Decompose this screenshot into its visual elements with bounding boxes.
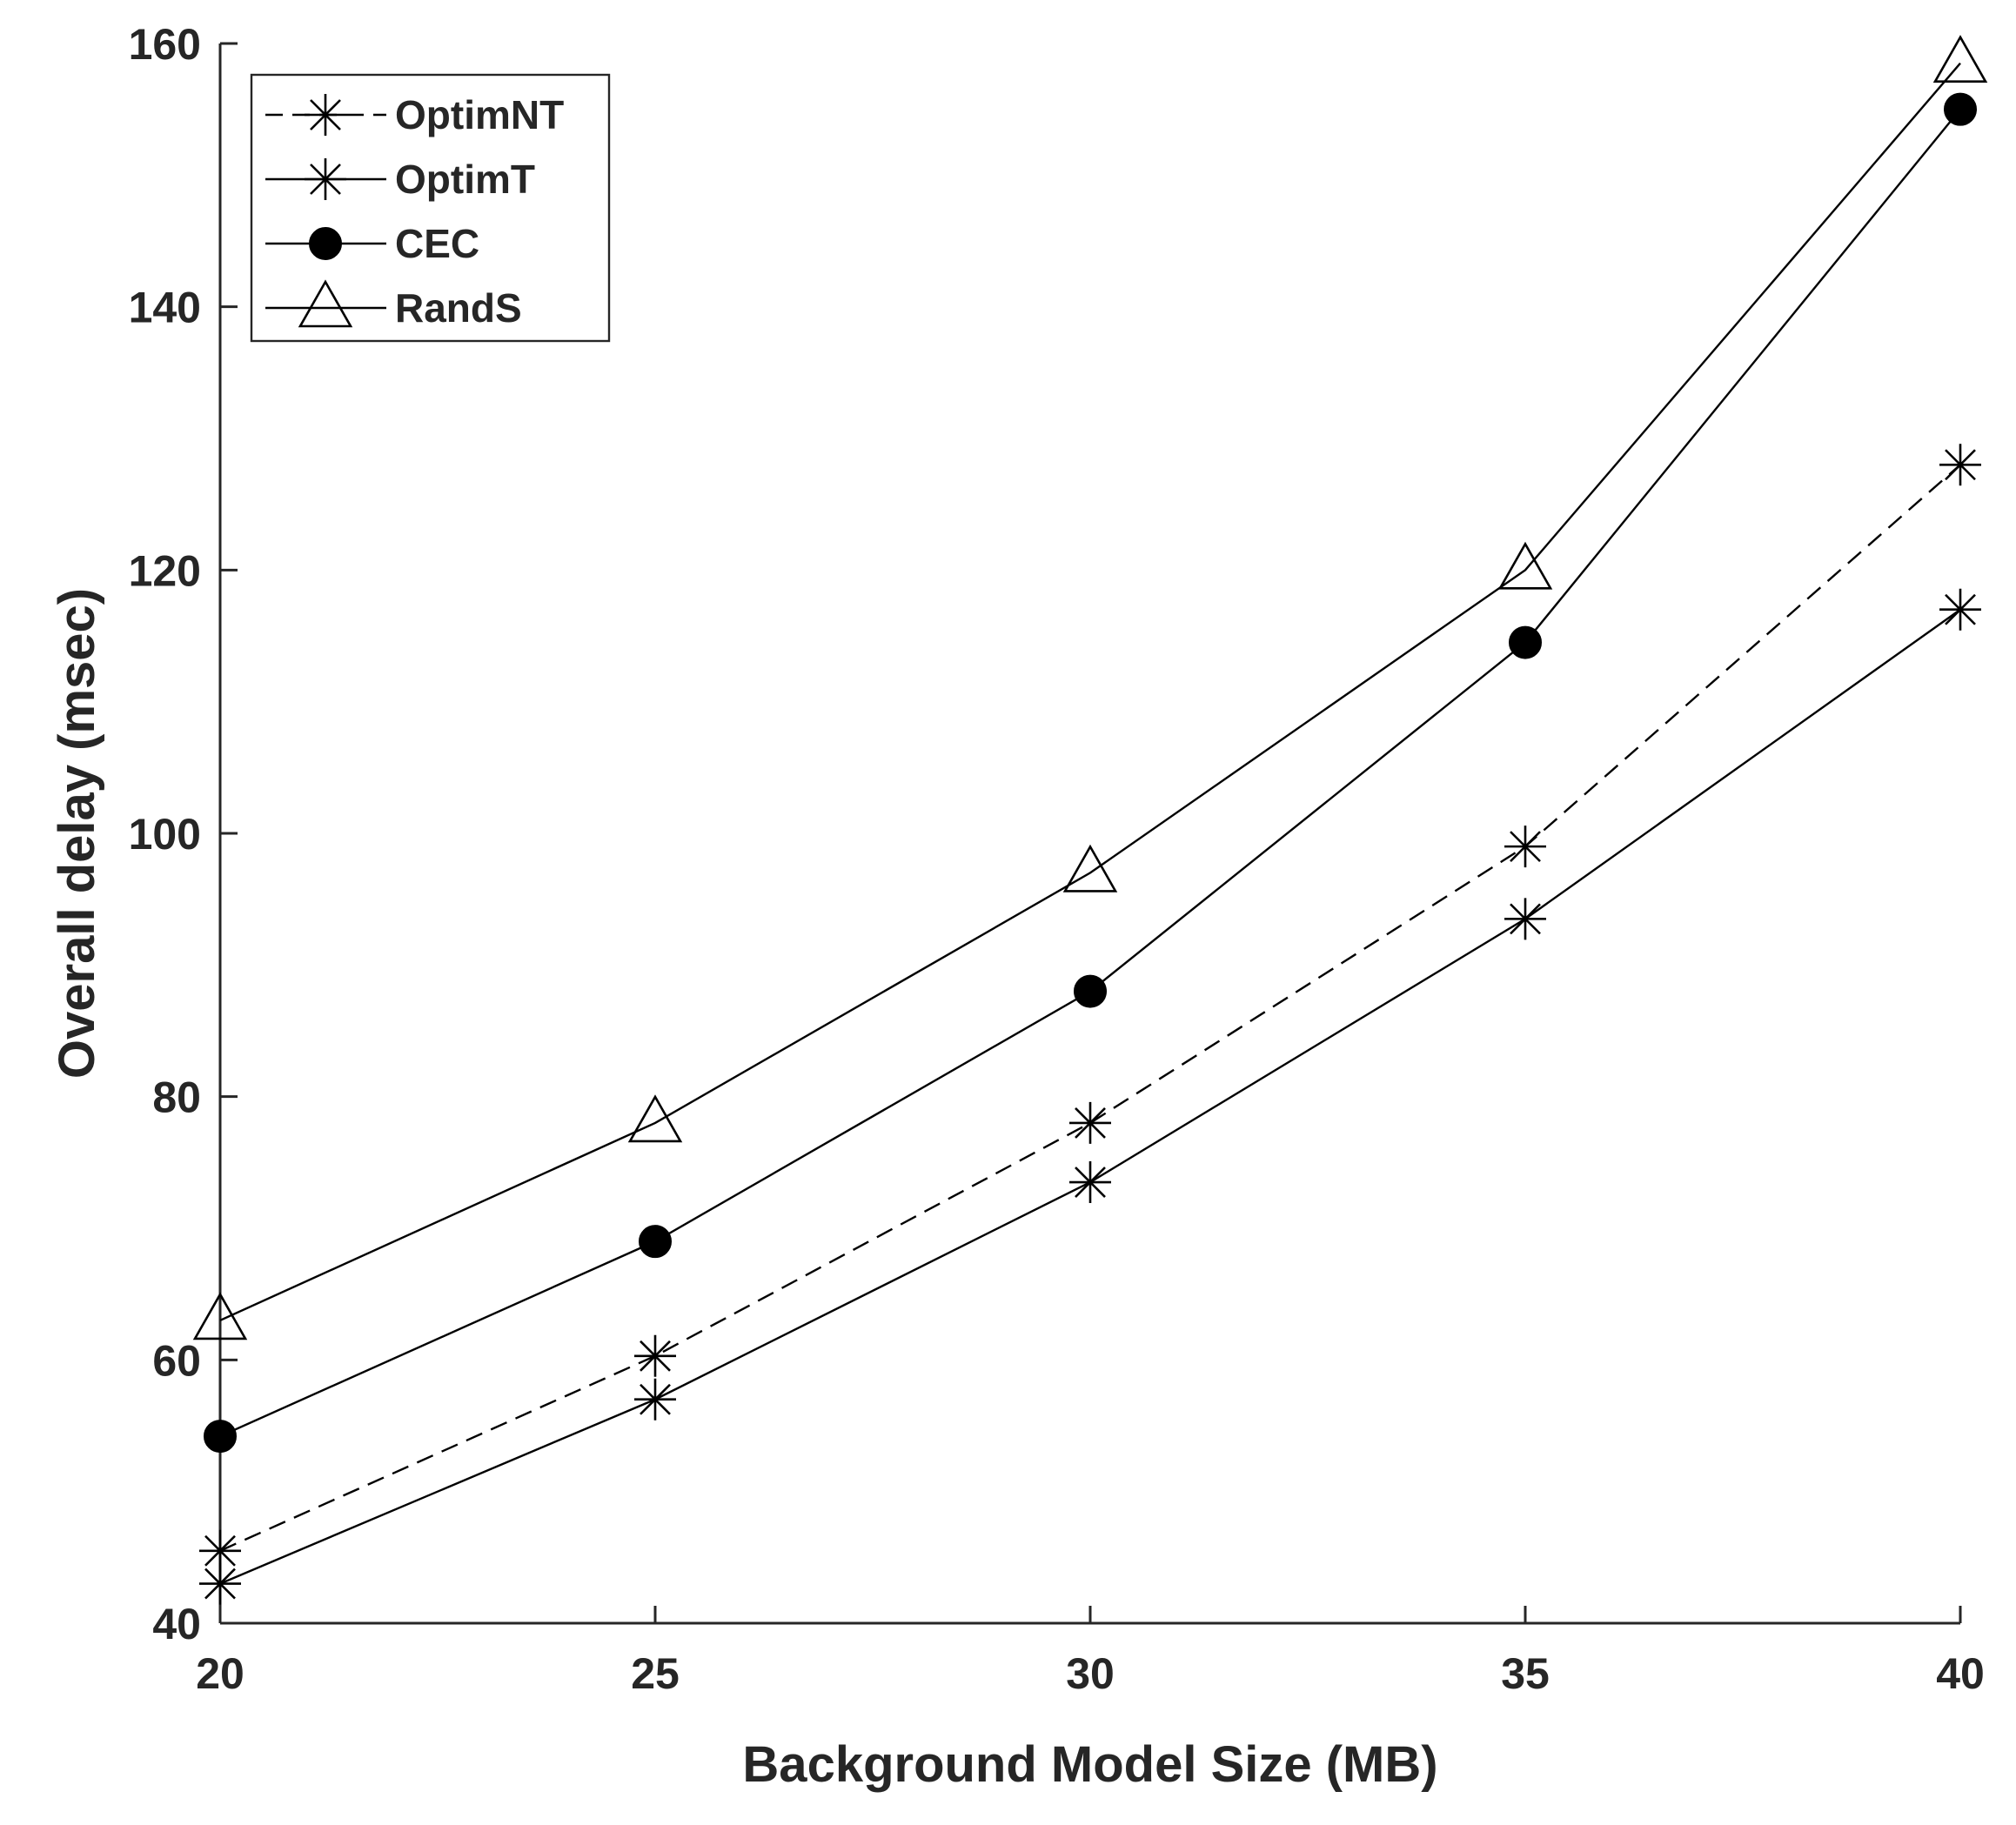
y-tick-label: 80 [152, 1073, 201, 1122]
data-point-rands [1497, 541, 1553, 590]
y-tick-label: 140 [129, 284, 201, 332]
y-tick-label: 160 [129, 20, 201, 69]
y-axis-label: Overall delay (msec) [49, 588, 105, 1079]
legend-item-optimt: OptimT [265, 157, 535, 202]
data-point-optimnt [1939, 444, 1981, 486]
legend-marker-optimnt [305, 94, 346, 136]
data-point-cec [1509, 625, 1542, 659]
series-optimnt [199, 444, 1981, 1572]
y-tick-label: 120 [129, 546, 201, 595]
data-point-cec [639, 1225, 672, 1259]
data-point-rands [192, 1292, 248, 1340]
legend-marker-cec [309, 227, 342, 260]
legend-item-cec: CEC [265, 221, 479, 266]
legend-label: OptimT [395, 157, 535, 202]
data-point-cec [1074, 974, 1107, 1008]
legend-label: RandS [395, 285, 522, 331]
data-point-rands [1932, 35, 1988, 83]
legend-marker-optimt [305, 158, 346, 200]
x-tick-label: 25 [631, 1649, 680, 1698]
series-line-optimt [219, 608, 1961, 1585]
data-point-optimnt [634, 1334, 676, 1377]
data-point-rands [1062, 844, 1118, 892]
legend-box [250, 73, 611, 343]
x-tick-label: 40 [1936, 1649, 1985, 1698]
data-point-cec [204, 1420, 237, 1454]
data-point-optimnt [1069, 1101, 1111, 1144]
data-point-optimt [199, 1562, 241, 1605]
x-axis-label: Background Model Size (MB) [742, 1736, 1437, 1793]
legend-marker-rands [298, 279, 353, 328]
data-point-optimt [634, 1378, 676, 1421]
x-tick-label: 30 [1066, 1649, 1115, 1698]
axes: 40 60 80 100 120 140 160 20 25 30 35 40 [129, 20, 1985, 1698]
data-point-cec [1944, 92, 1977, 126]
series-optimt [199, 588, 1981, 1605]
x-tick-label: 35 [1501, 1649, 1550, 1698]
legend: OptimNT OptimT CEC RandS [250, 73, 611, 343]
series-line-rands [219, 62, 1961, 1322]
x-tick-label: 20 [196, 1649, 244, 1698]
y-tick-label: 60 [152, 1336, 201, 1385]
data-point-optimt [1939, 588, 1981, 631]
series-line-optimnt [219, 464, 1961, 1552]
legend-label: OptimNT [395, 92, 564, 137]
y-tick-label: 100 [129, 810, 201, 859]
series-rands [192, 35, 1988, 1340]
data-point-optimt [1069, 1161, 1111, 1204]
legend-item-optimnt: OptimNT [265, 92, 564, 137]
legend-label: CEC [395, 221, 479, 266]
data-point-optimnt [199, 1529, 241, 1572]
legend-item-rands: RandS [265, 279, 522, 331]
y-tick-label: 40 [152, 1600, 201, 1648]
series-cec [204, 92, 1977, 1454]
data-point-rands [627, 1094, 683, 1143]
series-layer [192, 35, 1988, 1605]
data-point-optimt [1504, 898, 1546, 940]
data-point-optimnt [1504, 826, 1546, 868]
